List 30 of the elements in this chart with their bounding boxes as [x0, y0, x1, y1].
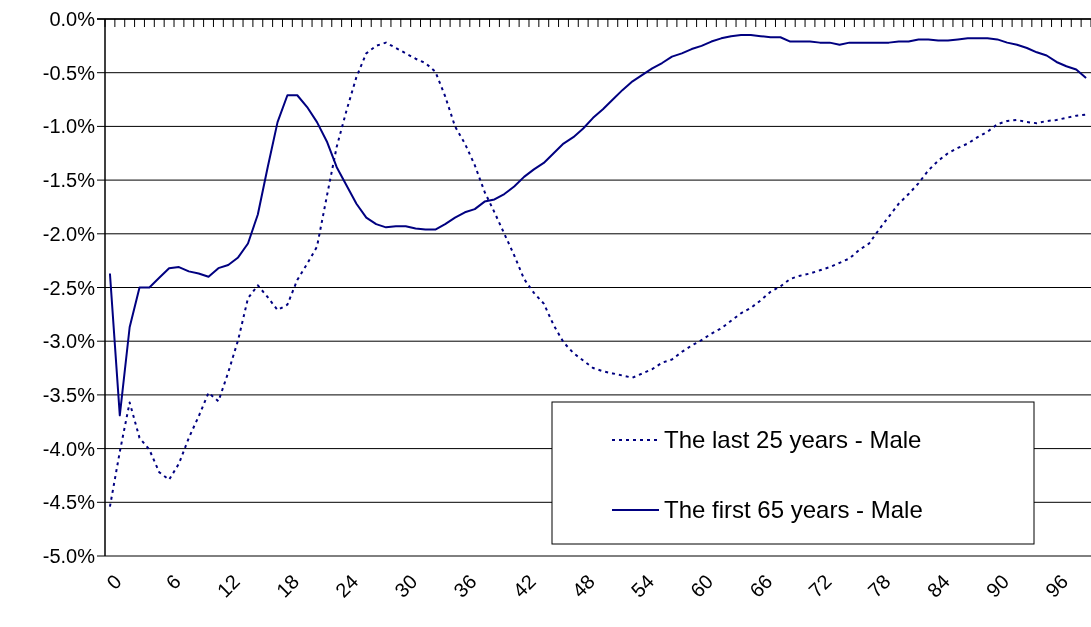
y-tick-label: -3.5% [42, 383, 96, 406]
x-tick-label: 48 [567, 570, 599, 602]
y-tick-label: 0.0% [49, 8, 96, 30]
x-tick-label: 90 [981, 570, 1014, 602]
x-tick-label: 12 [212, 570, 245, 602]
x-tick-label: 66 [745, 570, 777, 602]
x-tick-label: 42 [508, 570, 540, 602]
x-tick-label: 30 [390, 570, 422, 602]
y-tick-label: -1.5% [42, 169, 96, 192]
x-tick-label: 0 [102, 570, 126, 594]
x-tick-label: 6 [161, 570, 185, 594]
y-tick-label: -1.0% [42, 115, 96, 138]
y-tick-label: -4.5% [42, 491, 96, 514]
y-tick-label: -5.0% [42, 545, 96, 567]
x-tick-label: 78 [863, 570, 895, 602]
y-tick-label: -3.0% [42, 330, 96, 353]
legend-label: The first 65 years - Male [664, 496, 923, 524]
y-tick-label: -4.0% [42, 437, 96, 460]
legend-label: The last 25 years - Male [664, 426, 922, 454]
x-tick-label: 18 [271, 570, 304, 602]
y-tick-label: -0.5% [42, 61, 96, 84]
x-tick-label: 24 [331, 570, 363, 602]
x-tick-label: 60 [686, 570, 718, 602]
y-tick-label: -2.5% [42, 276, 96, 299]
x-tick-label: 36 [449, 570, 481, 602]
x-tick-label: 72 [804, 570, 836, 602]
x-tick-label: 84 [922, 570, 954, 602]
y-tick-label: -2.0% [42, 222, 96, 245]
x-tick-label: 54 [626, 570, 659, 602]
x-tick-label: 96 [1040, 570, 1073, 602]
